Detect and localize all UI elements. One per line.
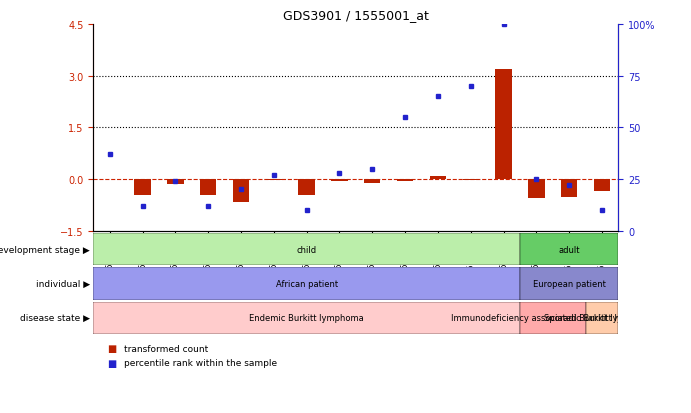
- Bar: [93, 302, 520, 334]
- Text: Sporadic Burkitt lymphoma: Sporadic Burkitt lymphoma: [545, 313, 660, 323]
- Text: African patient: African patient: [276, 279, 338, 288]
- Text: Endemic Burkitt lymphoma: Endemic Burkitt lymphoma: [249, 313, 364, 323]
- Text: individual ▶: individual ▶: [36, 279, 90, 288]
- Bar: [561, 180, 578, 197]
- Text: development stage ▶: development stage ▶: [0, 245, 90, 254]
- Title: GDS3901 / 1555001_at: GDS3901 / 1555001_at: [283, 9, 429, 22]
- Bar: [364, 180, 381, 184]
- Bar: [495, 69, 512, 180]
- Text: child: child: [296, 245, 316, 254]
- Bar: [520, 233, 618, 266]
- Text: disease state ▶: disease state ▶: [20, 313, 90, 323]
- Bar: [528, 180, 545, 199]
- Bar: [586, 302, 618, 334]
- Bar: [200, 180, 216, 195]
- Bar: [520, 268, 618, 300]
- Text: adult: adult: [558, 245, 580, 254]
- Text: ■: ■: [107, 344, 116, 354]
- Bar: [93, 268, 520, 300]
- Bar: [233, 180, 249, 202]
- Bar: [331, 180, 348, 181]
- Text: Immunodeficiency associated Burkitt lymphoma: Immunodeficiency associated Burkitt lymp…: [451, 313, 655, 323]
- Bar: [520, 302, 586, 334]
- Text: transformed count: transformed count: [124, 344, 209, 353]
- Bar: [594, 180, 610, 192]
- Bar: [134, 180, 151, 195]
- Text: percentile rank within the sample: percentile rank within the sample: [124, 358, 278, 368]
- Bar: [430, 177, 446, 180]
- Bar: [93, 233, 520, 266]
- Bar: [397, 180, 413, 181]
- Bar: [299, 180, 315, 195]
- Bar: [167, 180, 184, 185]
- Text: European patient: European patient: [533, 279, 605, 288]
- Text: ■: ■: [107, 358, 116, 368]
